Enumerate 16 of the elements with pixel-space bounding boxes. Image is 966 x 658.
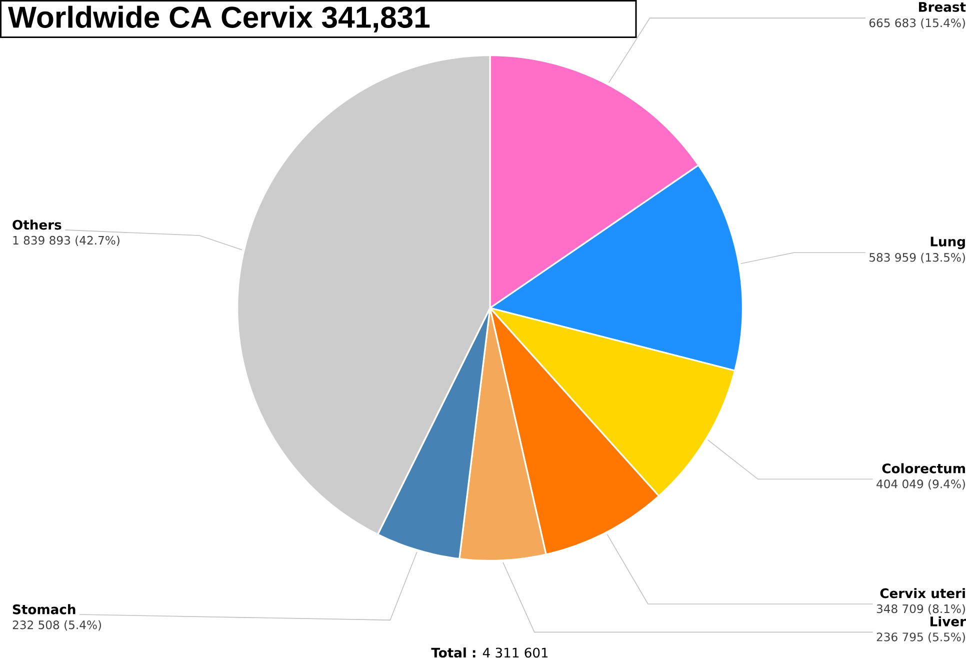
- slice-label: Cervix uteri: [880, 588, 965, 598]
- data-label: 665 683 (15.4%): [869, 18, 965, 29]
- slice-label: Liver: [930, 616, 966, 627]
- data-label: 583 959 (13.5%): [870, 253, 965, 264]
- data-label: 404 049 (9.4%): [876, 480, 965, 490]
- slice-label: Stomach: [12, 604, 76, 615]
- text: Total : 4 311 601: [431, 648, 548, 658]
- slice-label: Colorectum: [882, 463, 965, 474]
- slice-label: Breast: [919, 2, 966, 12]
- data-label: 236 795 (5.5%): [876, 632, 965, 643]
- slice-label: Others: [12, 220, 62, 230]
- data-label: 232 508 (5.4%): [12, 620, 102, 631]
- data-label: 348 709 (8.1%): [876, 604, 965, 615]
- slice-label: Lung: [930, 236, 965, 250]
- chart-title: Worldwide CA Cervix 341,831: [8, 6, 430, 33]
- data-label: 1 839 893 (42.7%): [13, 236, 120, 246]
